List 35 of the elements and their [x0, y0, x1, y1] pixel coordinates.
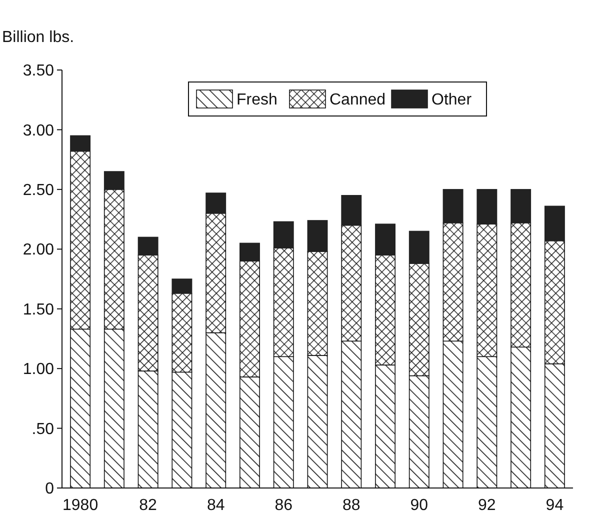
x-tick-label: 82	[139, 497, 158, 514]
bar	[442, 189, 464, 224]
legend-label: Canned	[330, 92, 386, 109]
y-tick-label: 3.50	[22, 62, 54, 80]
y-tick-label: 1.00	[22, 361, 54, 378]
bar	[510, 189, 532, 224]
bar	[476, 189, 498, 224]
y-tick-label: 3.00	[22, 122, 54, 140]
legend-label: Other	[432, 92, 472, 109]
y-tick-label: 0	[45, 480, 54, 498]
y-tick-label: 1.50	[22, 301, 54, 318]
x-tick-label: 94	[546, 497, 564, 514]
bar	[206, 192, 226, 214]
bar	[375, 224, 396, 256]
bar	[172, 278, 192, 294]
bar	[240, 242, 260, 262]
legend-label: Fresh	[236, 92, 278, 109]
x-tick-label: 84	[206, 497, 225, 514]
bar	[273, 221, 294, 248]
bar	[408, 230, 430, 264]
y-tick-label: .50	[32, 420, 54, 438]
bar	[341, 195, 362, 226]
bar	[307, 220, 328, 252]
x-tick-label: 90	[410, 497, 428, 514]
x-tick-label: 1980	[62, 497, 98, 514]
bar	[104, 171, 124, 190]
bar	[544, 206, 565, 242]
bar	[70, 135, 91, 152]
x-tick-label: 92	[478, 497, 496, 514]
y-tick-label: 2.50	[22, 182, 54, 200]
x-tick-label: 88	[342, 497, 360, 514]
bar	[138, 236, 158, 256]
y-tick-label: 2.00	[22, 242, 54, 259]
y-axis-title: Billion lbs.	[2, 29, 74, 46]
x-tick-label: 86	[274, 497, 293, 514]
